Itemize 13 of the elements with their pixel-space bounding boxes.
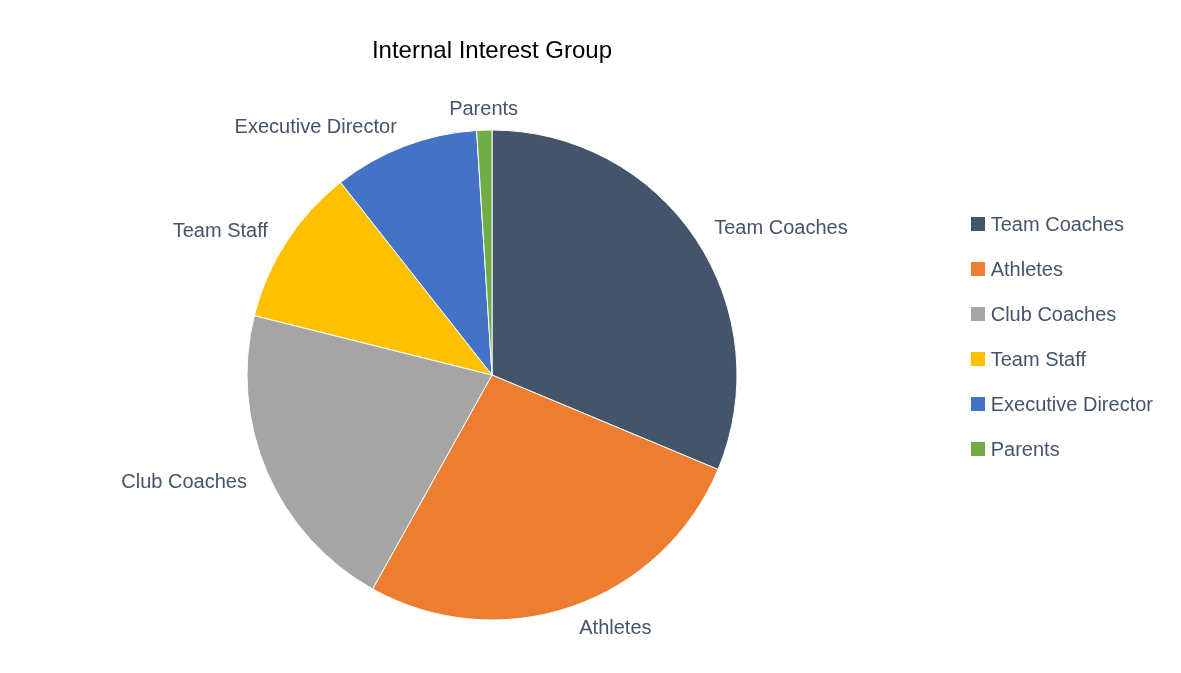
legend-label: Club Coaches [990, 301, 1117, 327]
slice-label: Athletes [579, 616, 652, 639]
legend-label: Athletes [990, 256, 1063, 282]
legend-label: Executive Director [990, 391, 1153, 417]
legend-label: Parents [990, 436, 1060, 462]
slice-label: Parents [449, 97, 519, 120]
legend-label: Team Coaches [990, 211, 1125, 237]
slice-label: Team Coaches [714, 216, 848, 239]
slice-label: Executive Director [234, 114, 398, 137]
legend-label: Team Staff [990, 346, 1086, 372]
chart-title: Internal Interest Group [370, 36, 614, 64]
slice-label: Team Staff [172, 218, 269, 241]
slice-label: Club Coaches [121, 470, 247, 493]
